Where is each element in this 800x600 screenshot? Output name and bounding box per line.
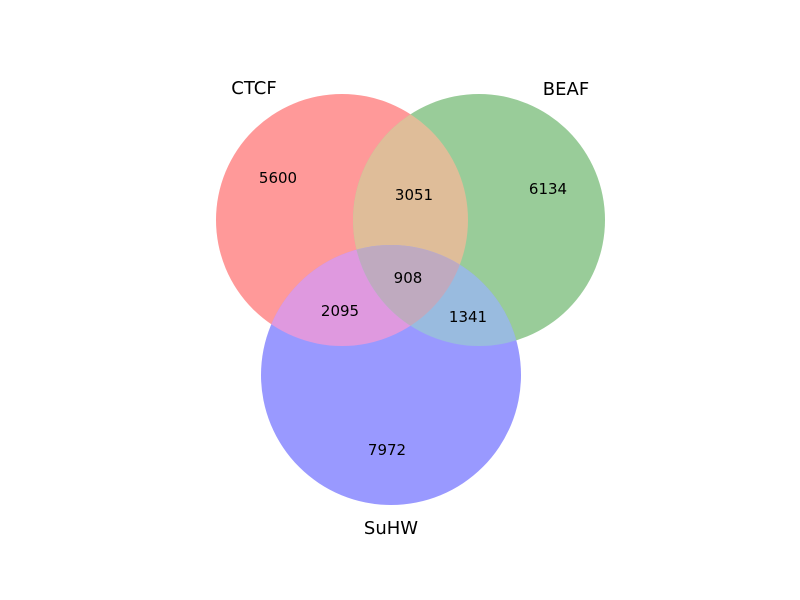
count-ctcf-suhw: 2095	[321, 302, 359, 320]
set-label-beaf: BEAF	[543, 79, 589, 100]
set-label-suhw: SuHW	[364, 518, 418, 539]
set-label-ctcf: CTCF	[231, 78, 276, 99]
count-ctcf-beaf: 3051	[395, 186, 433, 204]
count-beaf-only: 6134	[529, 180, 567, 198]
beaf-suhw-intersection	[353, 245, 521, 346]
count-all-three: 908	[394, 269, 423, 287]
count-beaf-suhw: 1341	[449, 308, 487, 326]
count-ctcf-only: 5600	[259, 169, 297, 187]
count-suhw-only: 7972	[368, 441, 406, 459]
